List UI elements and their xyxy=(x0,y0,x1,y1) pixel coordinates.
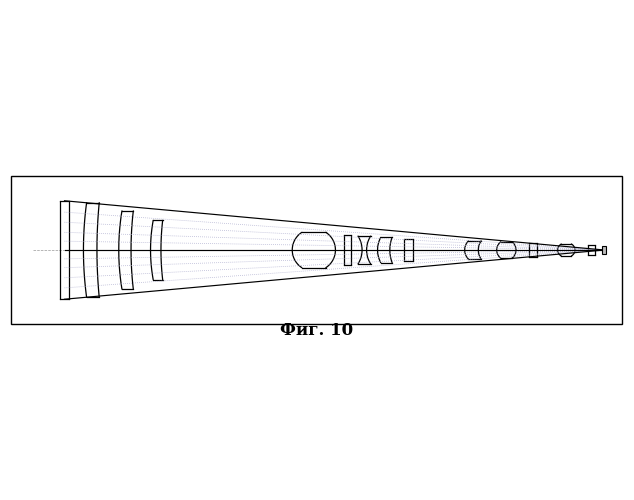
Bar xyxy=(602,246,606,254)
Text: Фиг. 10: Фиг. 10 xyxy=(280,322,354,338)
